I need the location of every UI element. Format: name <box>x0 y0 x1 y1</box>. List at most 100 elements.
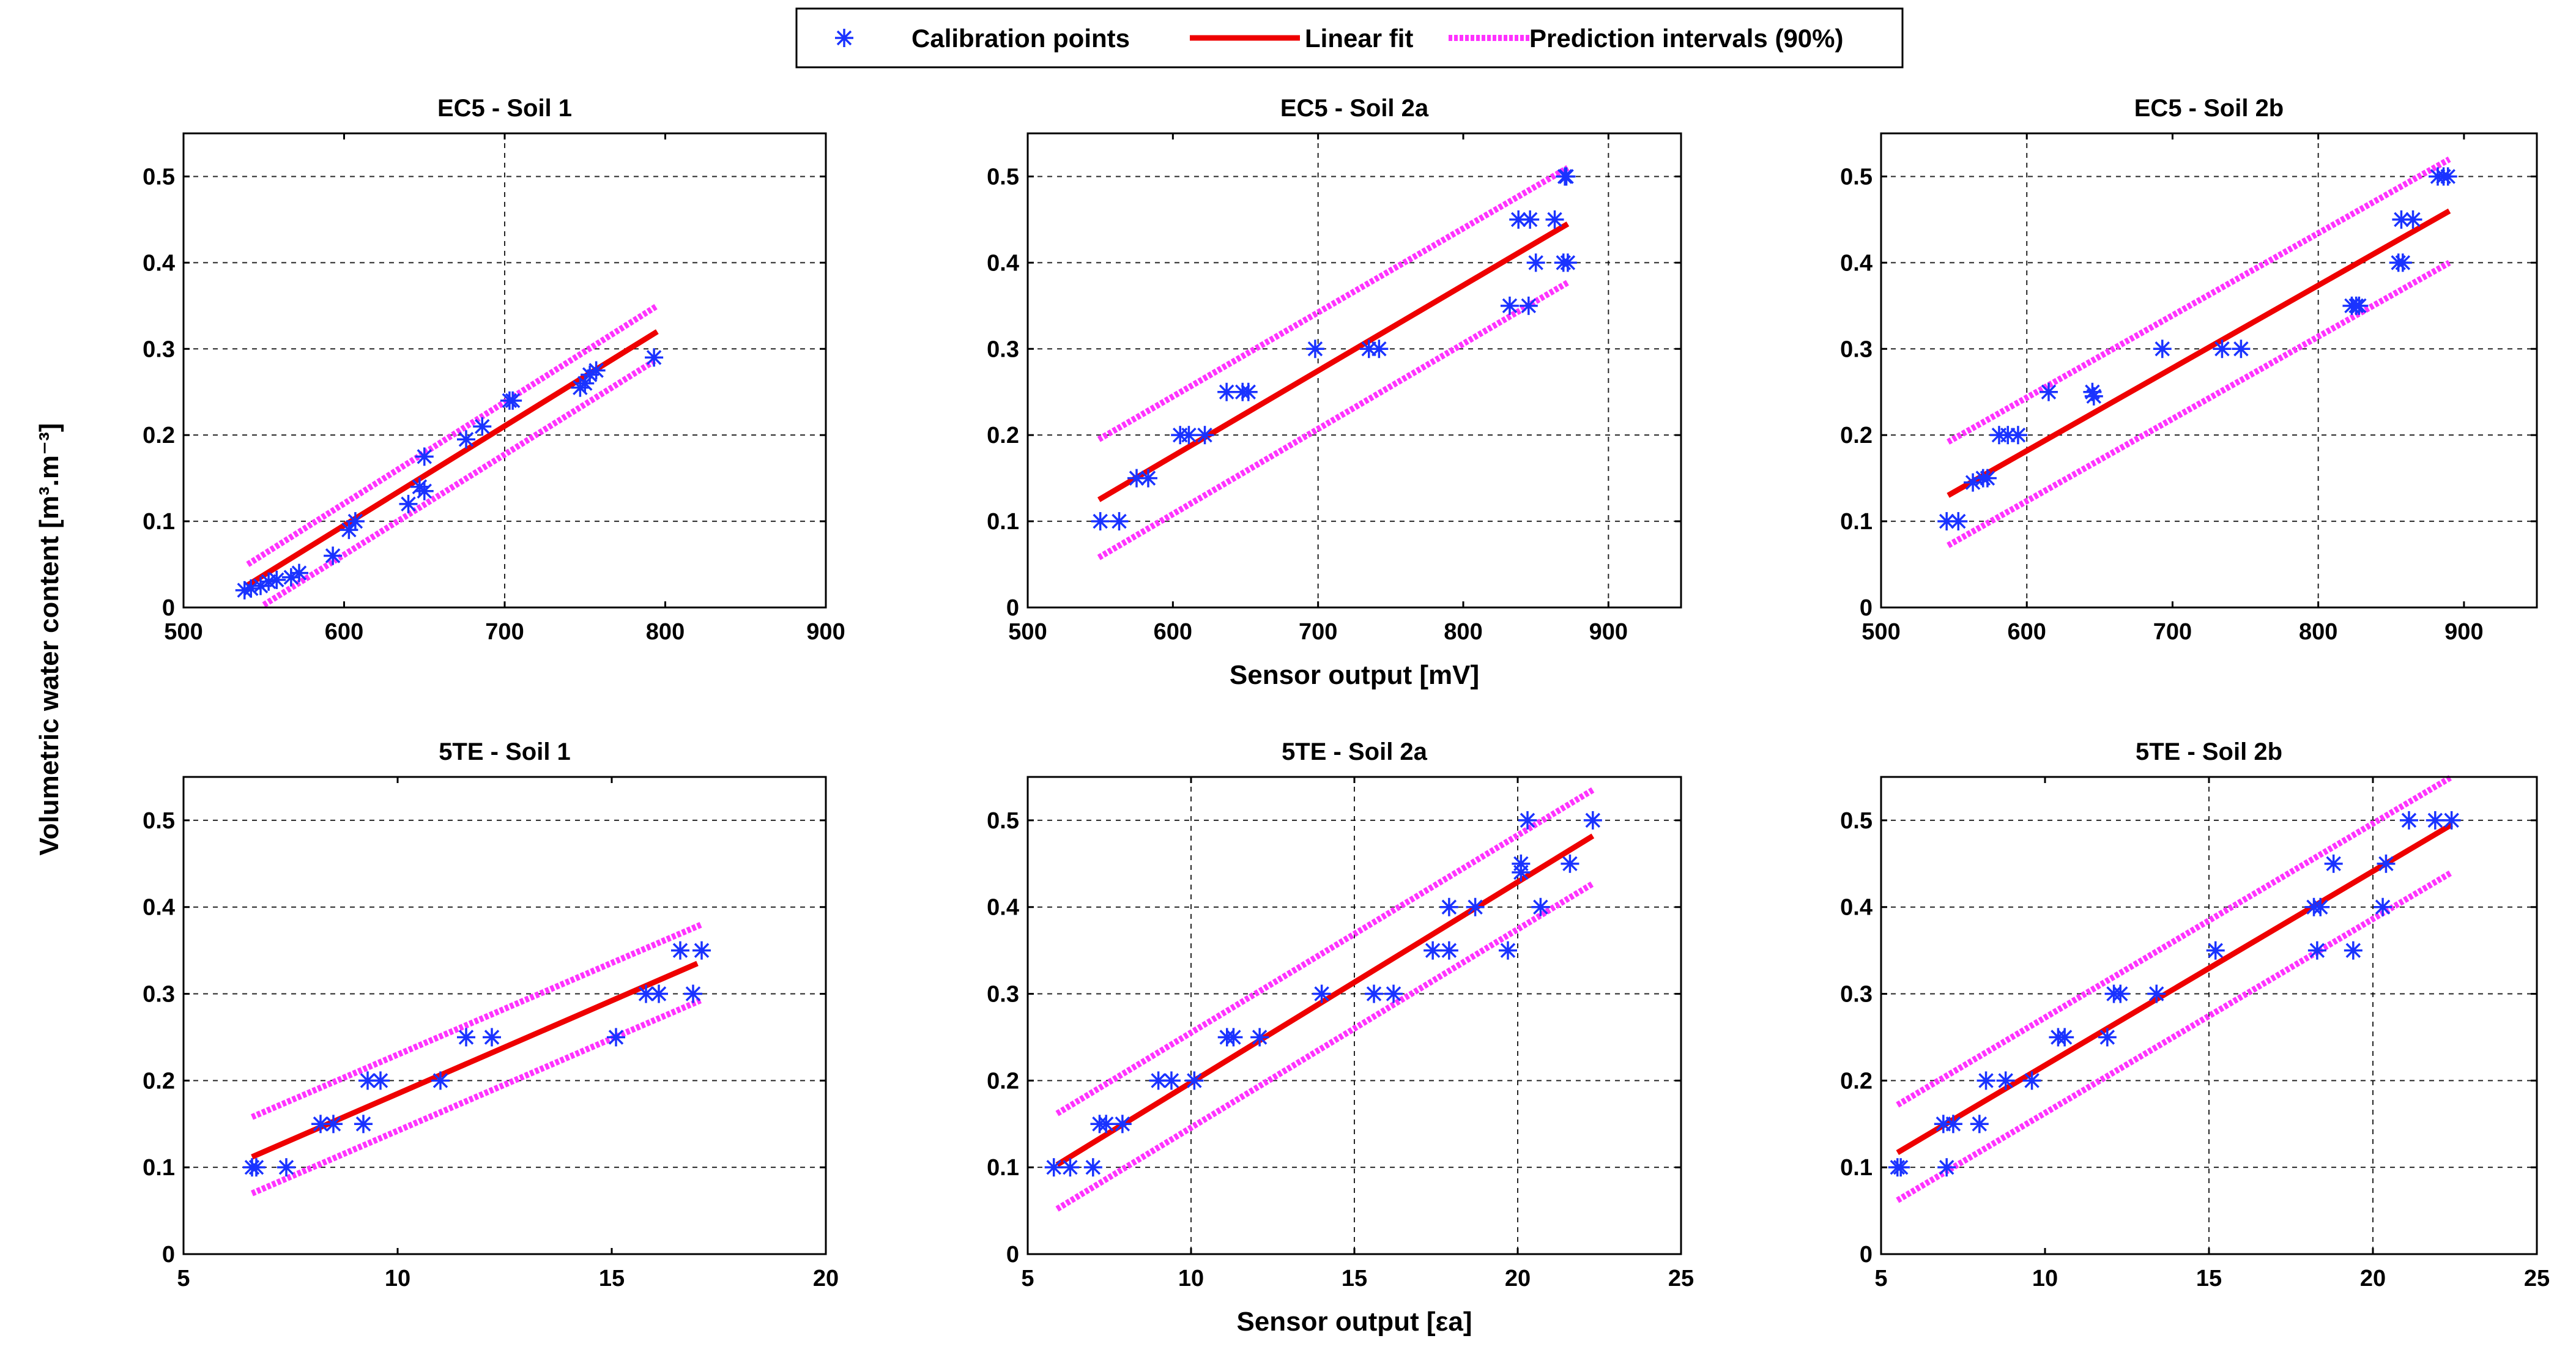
calibration-point <box>1519 296 1538 315</box>
calibration-point <box>671 941 689 960</box>
calibration-point <box>1083 1158 1102 1177</box>
y-tick-label: 0 <box>1006 595 1019 621</box>
calibration-point <box>2311 897 2330 916</box>
panel-5te-soil-2a: 5 10 15 20 25 0 0.1 0.2 0.3 0.4 0.5 5TE - Soil 2a Se… <box>987 738 1694 1337</box>
calibration-point <box>692 941 711 960</box>
calibration-point <box>2153 340 2172 358</box>
y-tick-label: 0.1 <box>987 509 1019 535</box>
x-tick-label: 700 <box>1299 619 1337 645</box>
axes-frame <box>1026 132 1682 609</box>
y-tick-label: 0.5 <box>143 808 175 834</box>
calibration-point <box>1561 854 1579 873</box>
panel-5te-soil-2b: 5 10 15 20 25 0 0.1 0.2 0.3 0.4 0.5 5TE - Soil 2b <box>1840 738 2550 1291</box>
calibration-point <box>1423 941 1442 960</box>
calibration-point <box>457 430 475 449</box>
y-tick-label: 0 <box>1860 595 1873 621</box>
calibration-point <box>1097 1115 1116 1134</box>
legend-marker-icon <box>835 29 853 47</box>
calibration-point <box>1949 512 1968 531</box>
calibration-point <box>1521 210 1540 229</box>
x-axis-label: Sensor output [mV] <box>1230 660 1479 690</box>
legend-item-linear-fit: Linear fit <box>1190 24 1413 53</box>
calibration-point <box>587 361 606 380</box>
calibration-point <box>431 1071 450 1090</box>
calibration-point <box>607 1028 625 1047</box>
x-axis-label: Sensor output [εa] <box>1236 1307 1472 1337</box>
calibration-point <box>1179 426 1198 445</box>
calibration-point <box>1312 984 1331 1003</box>
y-tick-label: 0 <box>1860 1242 1873 1268</box>
y-tick-label: 0.5 <box>143 164 175 190</box>
calibration-point <box>2111 984 2130 1003</box>
y-tick-label: 0.1 <box>987 1155 1019 1181</box>
calibration-point <box>290 563 308 582</box>
calibration-point <box>483 1028 501 1047</box>
panel-title: EC5 - Soil 2b <box>2134 95 2284 122</box>
x-tick-label: 20 <box>813 1266 839 1291</box>
calibration-point <box>1937 1158 1956 1177</box>
calibration-point <box>503 391 522 410</box>
calibration-point <box>371 1071 390 1090</box>
y-tick-label: 0.4 <box>987 250 1019 276</box>
plot-area <box>1881 133 2537 607</box>
x-tick-label: 500 <box>1861 619 1900 645</box>
calibration-point <box>415 447 434 466</box>
x-tick-label: 10 <box>385 1266 410 1291</box>
x-tick-label: 5 <box>177 1266 190 1291</box>
x-tick-label: 25 <box>1668 1266 1694 1291</box>
calibration-point <box>2008 426 2027 445</box>
calibration-point <box>2232 340 2251 358</box>
calibration-point <box>1531 897 1550 916</box>
calibration-point <box>2350 296 2369 315</box>
calibration-point <box>247 1158 265 1177</box>
calibration-point <box>1557 167 1576 186</box>
calibration-point <box>2039 382 2058 401</box>
y-tick-label: 0.1 <box>1840 1155 1873 1181</box>
x-tick-label: 500 <box>164 619 202 645</box>
calibration-point <box>324 546 343 565</box>
prediction-interval-lower <box>1097 280 1570 560</box>
calibration-point <box>2098 1028 2117 1047</box>
linear-fit-line <box>1055 833 1595 1167</box>
x-tick-label: 5 <box>1021 1266 1034 1291</box>
panel-title: EC5 - Soil 1 <box>437 95 572 122</box>
calibration-point <box>2307 941 2326 960</box>
x-tick-label: 800 <box>2299 619 2337 645</box>
prediction-interval-upper <box>1947 156 2451 445</box>
legend-item-calibration-points: Calibration points <box>835 24 1130 53</box>
calibration-point <box>1891 1158 1910 1177</box>
linear-fit-line <box>1097 221 1570 502</box>
panel-5te-soil-1: 5 10 15 20 0 0.1 0.2 0.3 0.4 0.5 5TE - Soil 1 <box>143 738 839 1291</box>
calibration-point <box>1224 1028 1243 1047</box>
axes-frame <box>182 776 827 1255</box>
calibration-point <box>267 570 286 589</box>
calibration-point <box>473 417 492 436</box>
calibration-point <box>399 494 418 513</box>
x-tick-label: 900 <box>806 619 845 645</box>
calibration-point <box>1110 512 1129 531</box>
calibration-point <box>1305 340 1324 358</box>
x-tick-label: 900 <box>2444 619 2483 645</box>
y-tick-label: 0 <box>162 1242 175 1268</box>
calibration-point <box>1498 941 1517 960</box>
prediction-interval-lower <box>1896 869 2454 1203</box>
calibration-point <box>1384 984 1403 1003</box>
y-tick-label: 0.2 <box>143 423 175 448</box>
x-tick-label: 700 <box>2153 619 2192 645</box>
prediction-interval-upper <box>246 303 659 567</box>
linear-fit-line <box>1947 208 2451 498</box>
calibration-point <box>1558 253 1577 272</box>
calibration-point <box>2213 340 2232 358</box>
y-tick-label: 0.4 <box>1840 250 1873 276</box>
panel-title: EC5 - Soil 2a <box>1280 95 1429 122</box>
calibration-point <box>2426 811 2444 830</box>
linear-fit-line <box>1896 822 2453 1155</box>
x-tick-label: 15 <box>2196 1266 2222 1291</box>
calibration-point <box>2022 1071 2041 1090</box>
calibration-point <box>2206 941 2225 960</box>
x-tick-label: 500 <box>1008 619 1047 645</box>
calibration-point <box>650 984 668 1003</box>
calibration-point <box>1943 1115 1962 1134</box>
y-tick-label: 0.4 <box>987 895 1019 921</box>
y-tick-label: 0.5 <box>1840 808 1873 834</box>
